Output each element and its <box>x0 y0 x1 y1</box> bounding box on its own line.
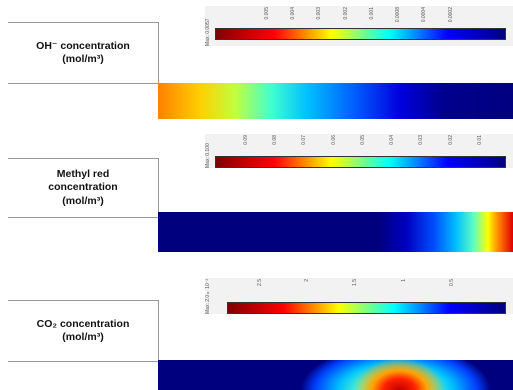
colorbar-tick: 2.5 <box>257 279 263 286</box>
panel-methyl-red: Max: 0.100 0.09 0.08 0.07 0.06 0.05 0.04… <box>0 130 513 260</box>
colorbar-tick: 0.5 <box>449 279 455 286</box>
colorbar-mr <box>215 156 506 168</box>
field-oh <box>158 83 513 119</box>
colorbar-tick: 0.08 <box>272 135 278 145</box>
colorbar-tick: 1 <box>401 279 407 282</box>
colorbar-tick: 0.04 <box>389 135 395 145</box>
colorbar-strip-mr: Max: 0.100 0.09 0.08 0.07 0.06 0.05 0.04… <box>205 134 513 168</box>
colorbar-tick: 0.07 <box>301 135 307 145</box>
colorbar-tick: 0.02 <box>448 135 454 145</box>
colorbar-tick: 0.01 <box>477 135 483 145</box>
colorbar-max-co2: Max: 2.0×10⁻³ <box>205 278 211 314</box>
colorbar-tick: 0.001 <box>369 7 375 20</box>
colorbar-tick: 0.005 <box>264 7 270 20</box>
colorbar-tick: 0.0002 <box>448 7 454 23</box>
colorbar-tick: 0.06 <box>331 135 337 145</box>
label-line: concentration <box>48 181 118 194</box>
colorbar-tick: 1.5 <box>352 279 358 286</box>
colorbar-max-oh: Max: 0.0057 <box>205 18 211 46</box>
label-line: OH⁻ concentration <box>36 39 130 52</box>
colorbar-tick: 0.09 <box>243 135 249 145</box>
field-co2 <box>158 360 513 390</box>
label-co2-concentration: CO₂ concentration (mol/m³) <box>8 300 159 362</box>
label-line: (mol/m³) <box>62 331 104 343</box>
panel-co2-concentration: Max: 2.0×10⁻³ 2.5 2 1.5 1 0.5 CO₂ concen… <box>0 278 513 390</box>
colorbar-tick: 0.05 <box>360 135 366 145</box>
panel-oh-concentration: Max: 0.0057 0.005 0.004 0.003 0.002 0.00… <box>0 0 513 140</box>
colorbar-tick: 2 <box>304 279 310 282</box>
label-methyl-red: Methyl red concentration (mol/m³) <box>8 158 159 218</box>
label-line: (mol/m³) <box>62 53 104 65</box>
colorbar-strip-co2: Max: 2.0×10⁻³ 2.5 2 1.5 1 0.5 <box>205 278 513 314</box>
colorbar-tick: 0.002 <box>343 7 349 20</box>
colorbar-tick: 0.0004 <box>421 7 427 23</box>
label-oh-concentration: OH⁻ concentration (mol/m³) <box>8 22 159 84</box>
colorbar-oh <box>215 28 506 40</box>
label-line: Methyl red <box>56 168 110 181</box>
colorbar-tick: 0.003 <box>316 7 322 20</box>
colorbar-tick: 0.0008 <box>395 7 401 23</box>
colorbar-co2 <box>227 302 506 314</box>
label-line: (mol/m³) <box>62 194 104 207</box>
colorbar-strip-oh: Max: 0.0057 0.005 0.004 0.003 0.002 0.00… <box>205 6 513 46</box>
label-line: CO₂ concentration <box>36 317 130 330</box>
field-methyl-red <box>158 212 513 252</box>
colorbar-tick: 0.03 <box>418 135 424 145</box>
colorbar-tick: 0.004 <box>290 7 296 20</box>
